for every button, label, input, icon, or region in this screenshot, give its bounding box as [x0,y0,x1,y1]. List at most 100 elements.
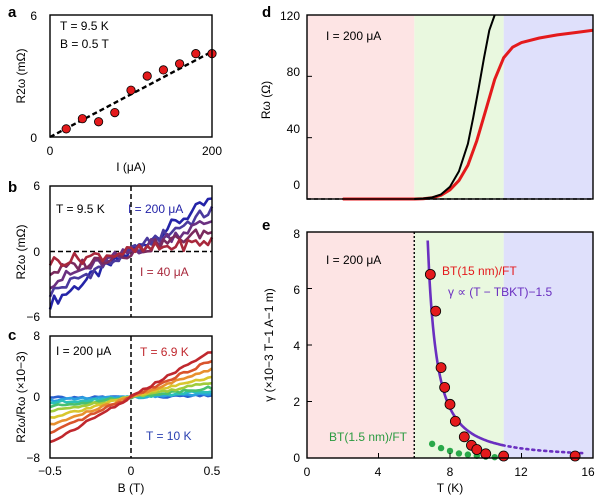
e-data-point-15nm [471,444,483,455]
a-annotation-temperature: T = 9.5 K [60,19,109,33]
e-data-point-15nm [498,450,510,462]
e-xtick-8: 8 [447,465,454,479]
d-plot-frame [306,14,594,200]
c-annotation-current: I = 200 μA [56,344,111,358]
e-data-point-15nm [569,450,581,462]
panel-label-e: e [262,217,270,234]
b-annotation-temperature: T = 9.5 K [56,202,105,216]
e-data-point-15nm [439,381,451,393]
c-ytick-8: 8 [33,329,40,343]
b-ytick-0: 0 [33,245,40,259]
a-data-point [191,49,201,59]
e-ytick-8: 8 [293,227,300,241]
e-xtick-0: 0 [304,465,311,479]
e-xtick-12: 12 [514,465,528,479]
c-plot-frame [49,335,213,459]
e-data-point-15nm [444,398,456,410]
e-ylabel: γ (×10−3 T−1 A−1 m) [262,288,276,401]
e-data-point-1-5nm [455,450,463,457]
b-plot-frame [49,185,213,318]
b-annotation-high-current: I = 200 μA [128,202,183,216]
panel-label-d: d [262,4,271,21]
e-data-point-15nm [435,362,447,374]
d-ytick-40: 40 [287,122,301,136]
b-ytick-minus6: −6 [26,310,40,324]
d-ytick-80: 80 [287,65,301,79]
e-ytick-4: 4 [293,339,300,353]
c-xtick-0: 0 [128,464,135,478]
c-xtick-05: 0.5 [204,464,221,478]
d-ytick-0: 0 [293,178,300,192]
c-series-line [49,351,213,444]
a-xtick-0: 0 [47,144,54,158]
e-xtick-4: 4 [375,465,382,479]
b-ylabel: R2ω (mΩ) [14,224,28,279]
e-data-point-15nm [424,268,436,280]
a-ylabel: R2ω (mΩ) [14,48,28,103]
e-annotation-series-15nm: BT(15 nm)/FT [442,264,517,278]
e-annotation-current: I = 200 μA [326,253,381,267]
b-series-line [49,220,213,290]
a-data-point [142,71,152,81]
e-data-point-1-5nm [491,453,498,461]
e-xtick-16: 16 [581,465,595,479]
e-data-point-15nm [480,448,492,460]
e-plot-frame [306,231,594,459]
a-data-point [175,59,185,69]
a-ytick-6: 6 [30,9,37,23]
e-data-point-15nm [430,305,442,317]
e-ytick-2: 2 [293,395,300,409]
panel-label-c: c [8,327,16,344]
e-ytick-0: 0 [293,451,300,465]
a-data-point [61,124,71,134]
c-ylabel: R2ω/Rω (×10−3) [14,351,28,442]
panel-b: 6 0 −6 R2ω (mΩ) T = 9.5 K I = 200 μA I =… [14,179,214,324]
e-xlabel: T (K) [437,481,463,495]
c-annotation-high-temperature: T = 10 K [146,429,191,443]
panel-label-b: b [8,179,17,196]
c-ytick-0: 0 [33,390,40,404]
a-data-point [158,65,168,75]
e-ytick-6: 6 [293,283,300,297]
a-plot-frame [49,14,213,138]
e-data-point-1-5nm [437,444,445,452]
d-resistance-curve-black [414,14,496,200]
d-annotation-current: I = 200 μA [326,29,381,43]
panel-a: 6 0 0 200 I (μA) R2ω (mΩ) T = 9.5 K B = … [14,9,222,174]
e-fit-curve [426,240,503,447]
a-ytick-0: 0 [30,131,37,145]
c-xtick-minus05: −0.5 [38,464,62,478]
panel-d: 120 80 40 0 Rω (Ω) I = 200 μA [259,9,594,201]
a-xlabel: I (μA) [116,160,146,174]
b-series-line [49,228,213,277]
c-xlabel: B (T) [118,481,145,495]
e-data-point-15nm [458,431,470,443]
d-ytick-120: 120 [280,9,300,23]
a-data-point [94,117,104,127]
e-data-point-1-5nm [428,440,436,448]
d-temperature-region [307,15,415,199]
e-temperature-region [307,232,415,458]
panel-c: 8 0 −8 −0.5 0 0.5 B (T) R2ω/Rω (×10−3) I… [14,329,221,495]
b-series-line [48,236,214,268]
e-data-point-1-5nm [464,451,472,458]
e-annotation-fit-law: γ ∝ (T − TBKT)−1.5 [448,285,552,299]
e-fit-curve-extrapolated [501,443,585,455]
panel-e: 8 6 4 2 0 0 4 8 12 16 T (K) γ (×10−3 T−1… [262,227,595,495]
c-ytick-minus8: −8 [26,451,40,465]
d-ylabel: Rω (Ω) [259,81,273,119]
b-annotation-low-current: I = 40 μA [140,265,189,279]
b-ytick-6: 6 [33,179,40,193]
a-data-point [77,114,88,124]
e-annotation-series-1-5nm: BT(1.5 nm)/FT [329,430,408,444]
c-annotation-low-temperature: T = 6.9 K [140,345,189,359]
panel-label-a: a [8,4,17,21]
e-data-point-15nm [449,415,461,427]
a-annotation-field: B = 0.5 T [60,37,109,51]
a-data-point [126,85,136,95]
a-xtick-200: 200 [202,144,222,158]
e-temperature-region [503,232,593,458]
e-data-point-1-5nm [446,447,454,455]
a-data-point [110,108,120,118]
